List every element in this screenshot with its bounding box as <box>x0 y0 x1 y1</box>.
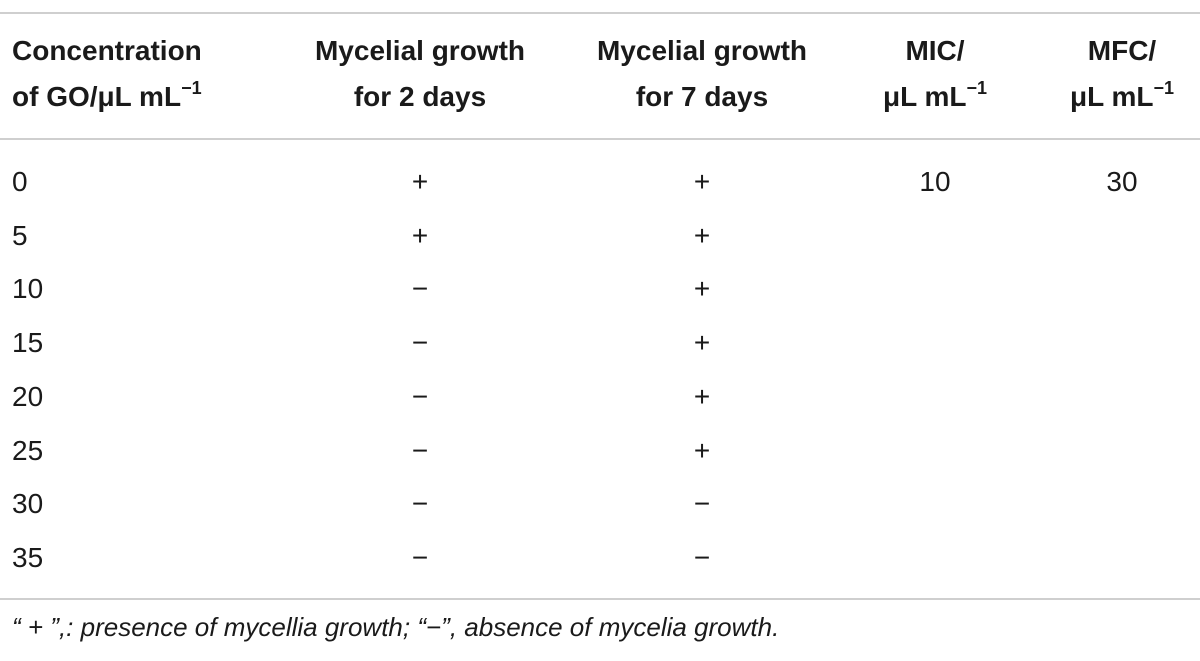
table-cell: 5 <box>12 219 28 251</box>
header-line: for 2 days <box>270 74 570 120</box>
table-cell: − <box>411 488 429 520</box>
header-cell: MFC/μL mL−1 <box>972 28 1200 120</box>
header-text: Mycelial growth <box>314 35 526 66</box>
table-cell: + <box>693 380 711 412</box>
table-cell: + <box>411 219 429 251</box>
header-text: Mycelial growth <box>596 35 808 66</box>
header-line: MIC/ <box>785 28 1085 74</box>
table-cell: − <box>411 327 429 359</box>
header-line: Concentration <box>12 28 202 74</box>
table-cell: + <box>693 273 711 305</box>
header-cell: Concentration of GO/μL mL−1 <box>12 28 202 120</box>
header-text: MIC/ <box>905 35 965 66</box>
table-cell: 25 <box>12 434 44 466</box>
table-cell: 0 <box>12 166 28 197</box>
table-cell: − <box>693 541 711 573</box>
table-cell: + <box>693 434 711 466</box>
table-cell: 20 <box>12 380 44 412</box>
table-cell: 35 <box>12 541 44 573</box>
header-cell: Mycelial growth for 7 days <box>552 28 852 120</box>
table-cell: − <box>411 541 429 573</box>
header-superscript: −1 <box>1153 78 1175 98</box>
header-line: μL mL−1 <box>972 74 1200 120</box>
table-cell: − <box>411 380 429 412</box>
header-superscript: −1 <box>966 78 988 98</box>
table-cell: 30 <box>1106 166 1138 197</box>
table-cell: + <box>411 166 429 197</box>
table-cell: + <box>693 166 711 197</box>
table-cell: + <box>693 219 711 251</box>
header-line: Mycelial growth <box>270 28 570 74</box>
header-cell: Mycelial growth for 2 days <box>270 28 570 120</box>
table-cell: 10 <box>919 166 951 197</box>
table-cell: − <box>693 488 711 520</box>
header-text: for 7 days <box>635 81 769 112</box>
table-cell: 30 <box>12 488 44 520</box>
header-cell: MIC/μL mL−1 <box>785 28 1085 120</box>
header-text: Concentration <box>12 35 202 66</box>
header-text: for 2 days <box>353 81 487 112</box>
header-line: MFC/ <box>972 28 1200 74</box>
table-cell: 15 <box>12 327 44 359</box>
header-line: of GO/μL mL−1 <box>12 74 202 120</box>
header-text: μL mL <box>1069 81 1154 112</box>
bottom-rule <box>0 598 1200 600</box>
header-line: Mycelial growth <box>552 28 852 74</box>
table-cell: + <box>693 327 711 359</box>
header-line: μL mL−1 <box>785 74 1085 120</box>
header-superscript: −1 <box>181 78 202 98</box>
header-text: μL mL <box>882 81 967 112</box>
footnote: “ + ”,: presence of mycellia growth; “−”… <box>12 612 780 642</box>
header-line: for 7 days <box>552 74 852 120</box>
table-cell: − <box>411 273 429 305</box>
table-cell: − <box>411 434 429 466</box>
header-rule <box>0 138 1200 140</box>
table-cell: 10 <box>12 273 44 305</box>
header-text: of GO/μL mL <box>12 81 182 112</box>
header-text: MFC/ <box>1087 35 1157 66</box>
top-rule <box>0 12 1200 14</box>
